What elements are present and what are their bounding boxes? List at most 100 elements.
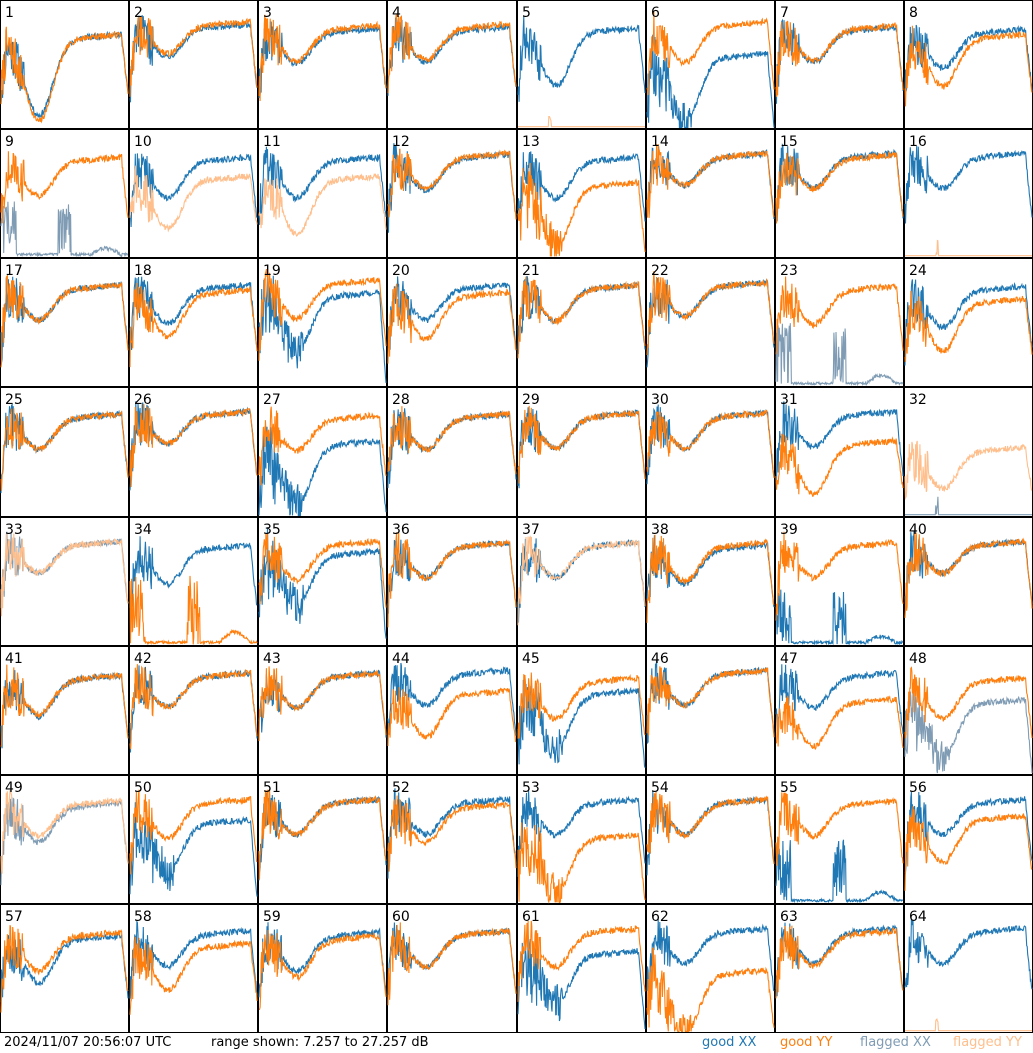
- series-yy-good: [646, 534, 775, 623]
- series-yy-good: [129, 664, 258, 750]
- antenna-panel-43: 43: [258, 646, 387, 775]
- series-xx-good: [129, 536, 258, 616]
- antenna-panel-13: 13: [517, 129, 646, 258]
- panel-number-label: 32: [909, 392, 927, 408]
- panel-number-label: 23: [780, 263, 798, 279]
- antenna-panel-56: 56: [904, 775, 1033, 904]
- panel-number-label: 9: [5, 134, 14, 150]
- panel-number-label: 4: [392, 5, 401, 21]
- series-xx-good: [775, 401, 904, 484]
- panel-number-label: 11: [263, 134, 281, 150]
- panel-number-label: 8: [909, 5, 918, 21]
- panel-frame: [258, 904, 387, 1033]
- antenna-panel-63: 63: [775, 904, 904, 1033]
- panel-number-label: 22: [651, 263, 669, 279]
- series-yy-good: [646, 271, 775, 356]
- series-yy-good: [517, 920, 646, 1002]
- legend-good-xx: good XX: [702, 1035, 757, 1050]
- series-yy-good: [129, 16, 258, 97]
- antenna-panel-60: 60: [387, 904, 517, 1033]
- panel-number-label: 53: [522, 780, 540, 796]
- panel-number-label: 13: [522, 134, 540, 150]
- antenna-panel-57: 57: [0, 904, 129, 1033]
- series-xx-good: [517, 16, 646, 102]
- antenna-panel-24: 24: [904, 258, 1033, 387]
- panel-number-label: 40: [909, 522, 927, 538]
- series-yy-good: [775, 276, 904, 355]
- series-yy-good: [258, 532, 387, 608]
- panel-number-label: 42: [134, 651, 152, 667]
- panel-number-label: 55: [780, 780, 798, 796]
- antenna-panel-21: 21: [517, 258, 646, 387]
- series-yy-good: [775, 433, 904, 498]
- antenna-panel-10: 10: [129, 129, 258, 258]
- series-yy-good: [258, 929, 387, 1011]
- panel-frame: [0, 904, 129, 1033]
- panel-number-label: 26: [134, 392, 152, 408]
- panel-number-label: 64: [909, 909, 927, 925]
- antenna-panel-61: 61: [517, 904, 646, 1033]
- timestamp-label: 2024/11/07 20:56:07 UTC: [4, 1035, 172, 1050]
- antenna-panel-27: 27: [258, 387, 387, 517]
- antenna-panel-39: 39: [775, 517, 904, 646]
- panel-number-label: 56: [909, 780, 927, 796]
- antenna-panel-9: 9: [0, 129, 129, 258]
- panel-number-label: 34: [134, 522, 152, 538]
- series-yy-flagged: [904, 440, 1033, 500]
- panel-number-label: 19: [263, 263, 281, 279]
- panel-frame: [646, 646, 775, 775]
- panel-number-label: 24: [909, 263, 927, 279]
- antenna-panel-38: 38: [646, 517, 775, 646]
- series-xx-good: [904, 918, 1033, 990]
- panel-frame: [258, 775, 387, 904]
- series-yy-good: [387, 532, 517, 628]
- antenna-panel-18: 18: [129, 258, 258, 387]
- panel-number-label: 49: [5, 780, 23, 796]
- series-xx-good: [646, 34, 775, 128]
- series-yy-good: [646, 144, 775, 218]
- antenna-panel-44: 44: [387, 646, 517, 775]
- antenna-panel-7: 7: [775, 0, 904, 129]
- antenna-panel-47: 47: [775, 646, 904, 775]
- panel-frame: [646, 129, 775, 258]
- antenna-panel-34: 34: [129, 517, 258, 646]
- series-xx-good: [258, 146, 387, 225]
- antenna-panel-23: 23: [775, 258, 904, 387]
- antenna-panel-41: 41: [0, 646, 129, 775]
- panel-number-label: 1: [5, 5, 14, 21]
- antenna-panel-52: 52: [387, 775, 517, 904]
- antenna-panel-31: 31: [775, 387, 904, 517]
- antenna-panel-2: 2: [129, 0, 258, 129]
- series-yy-good: [775, 150, 904, 224]
- panel-frame: [904, 129, 1033, 258]
- footer-bar: 2024/11/07 20:56:07 UTC range shown: 7.2…: [0, 1033, 1033, 1053]
- series-xx-good: [258, 426, 387, 516]
- series-yy-flagged: [518, 116, 645, 128]
- series-yy-good: [517, 405, 646, 484]
- antenna-panel-26: 26: [129, 387, 258, 517]
- antenna-panel-45: 45: [517, 646, 646, 775]
- panel-number-label: 63: [780, 909, 798, 925]
- antenna-panel-33: 33: [0, 517, 129, 646]
- series-yy-flagged: [258, 173, 387, 237]
- antenna-panel-11: 11: [258, 129, 387, 258]
- panel-number-label: 61: [522, 909, 540, 925]
- panel-number-label: 52: [392, 780, 410, 796]
- panel-frame: [646, 387, 775, 517]
- series-xx-good: [517, 151, 646, 222]
- antenna-panel-15: 15: [775, 129, 904, 258]
- legend-flagged-xx: flagged XX: [860, 1035, 931, 1050]
- antenna-panel-29: 29: [517, 387, 646, 517]
- antenna-panel-19: 19: [258, 258, 387, 387]
- antenna-panel-49: 49: [0, 775, 129, 904]
- series-yy-good: [517, 162, 646, 257]
- legend-flagged-yy: flagged YY: [953, 1035, 1022, 1050]
- antenna-panel-42: 42: [129, 646, 258, 775]
- panel-number-label: 59: [263, 909, 281, 925]
- series-xx-good: [904, 145, 1033, 224]
- series-yy-good: [387, 283, 517, 364]
- panel-frame: [904, 904, 1033, 1033]
- antenna-panel-59: 59: [258, 904, 387, 1033]
- panel-number-label: 37: [522, 522, 540, 538]
